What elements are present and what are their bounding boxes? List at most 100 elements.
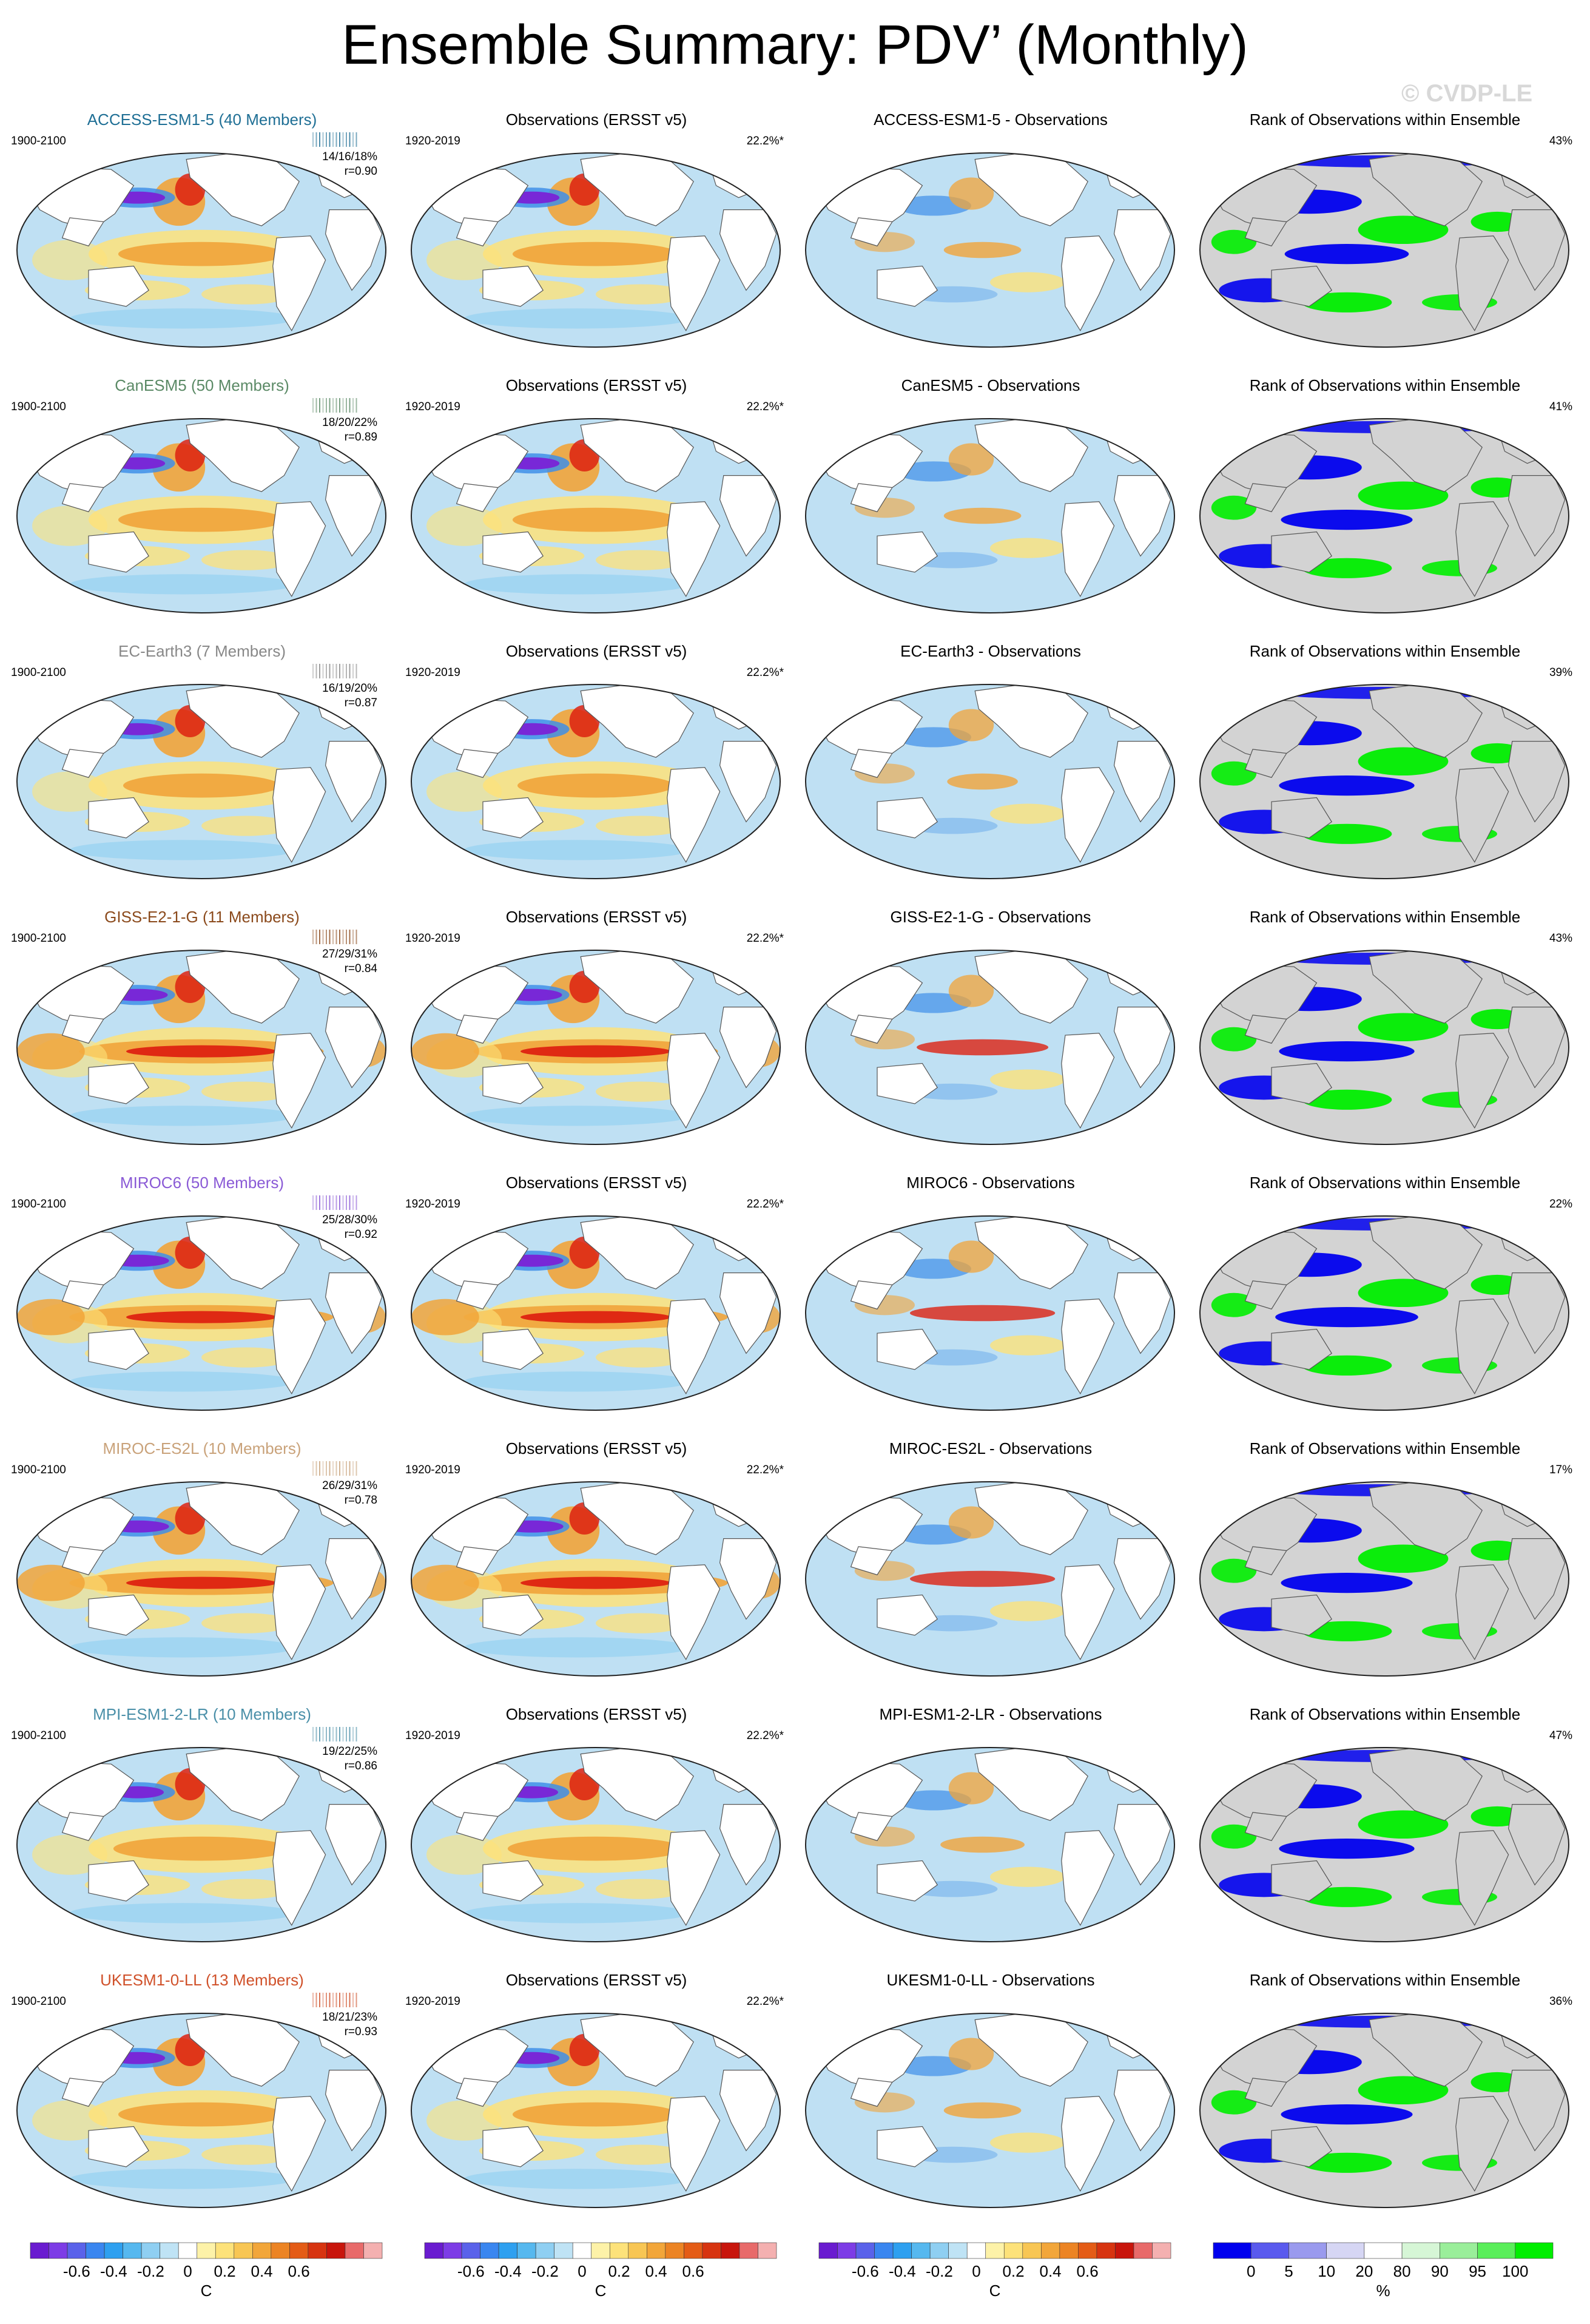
model-panel: EC-Earth3 (7 Members) 1900-2100 16/19/20% r…: [11, 642, 393, 903]
colorbar-tick-label: -0.6: [852, 2262, 879, 2280]
map-field: [411, 2013, 780, 2207]
continent: [667, 501, 721, 598]
diff-panel: MIROC-ES2L - Observations: [800, 1439, 1182, 1700]
map: [16, 1215, 386, 1411]
colorbar-swatch: [911, 2242, 931, 2259]
map-field: [1200, 1482, 1569, 1676]
correlation-label: r=0.86: [344, 1760, 377, 1772]
continent: [88, 1594, 150, 1636]
anomaly-neg: [464, 1371, 690, 1392]
map-border: [1199, 1481, 1569, 1677]
map: [16, 418, 386, 613]
colorbar-swatch: [985, 2242, 1005, 2259]
panel-title: Rank of Observations within Ensemble: [1249, 110, 1521, 129]
colorbar-swatch: [1477, 2242, 1516, 2259]
colorbar-swatch: [49, 2242, 68, 2259]
colorbar-tick-label: 90: [1431, 2262, 1449, 2280]
panel-title: Rank of Observations within Ensemble: [1249, 1971, 1521, 1989]
colorbar-tick-label: 80: [1393, 2262, 1411, 2280]
colorbar-swatch: [1326, 2242, 1365, 2259]
anomaly-pos: [990, 1866, 1065, 1887]
period-label: 1920-2019: [405, 135, 460, 147]
model-panel: GISS-E2-1-G (11 Members) 1900-2100 27/29/3…: [11, 908, 393, 1169]
model-panel: UKESM1-0-LL (13 Members) 1900-2100 18/21/2…: [11, 1971, 393, 2232]
continent: [456, 483, 499, 513]
anomaly-neg: [70, 308, 295, 329]
map-field: [411, 684, 780, 879]
rank-panel: Rank of Observations within Ensemble 22%: [1194, 1174, 1576, 1434]
continent: [1271, 1328, 1333, 1370]
map-field: [806, 419, 1174, 613]
temp-colorbar-obs: -0.6 -0.4 -0.2 0 0.2 0.4 0.6 C: [424, 2242, 777, 2300]
obs-panel: Observations (ERSST v5) 1920-2019 22.2%*: [405, 1705, 787, 1966]
colorbar-tick-label: 5: [1284, 2262, 1293, 2280]
map-border: [16, 152, 386, 348]
rank-high-region: [1358, 1013, 1449, 1042]
obs-pct-label: 22.2%*: [746, 666, 784, 679]
model-panel: MIROC6 (50 Members) 1900-2100 25/28/30% r=0…: [11, 1174, 393, 1434]
map-border: [805, 2013, 1175, 2208]
anomaly-pos: [596, 284, 686, 305]
map-field: [411, 950, 780, 1144]
anomaly-pos: [512, 507, 679, 532]
continent: [1455, 235, 1509, 332]
map-border: [411, 418, 781, 613]
colorbar-swatch: [1440, 2242, 1478, 2259]
watermark: © CVDP-LE: [1401, 80, 1533, 107]
obs-panel: Observations (ERSST v5) 1920-2019 22.2%*: [405, 1439, 787, 1700]
map: [805, 418, 1175, 613]
panel-title: Observations (ERSST v5): [505, 908, 687, 926]
obs-pct-label: 22.2%*: [746, 932, 784, 945]
anomaly-pos: [596, 816, 686, 836]
continent: [482, 1860, 544, 1902]
colorbar-swatch: [1364, 2242, 1403, 2259]
continent: [1455, 1033, 1509, 1129]
anomaly-pos: [948, 1240, 994, 1273]
rank-low-region: [1284, 244, 1409, 265]
continent: [456, 749, 499, 779]
colorbar-swatch: [665, 2242, 684, 2259]
anomaly-pos: [507, 1836, 684, 1861]
map-field: [17, 684, 386, 879]
panel-title: Rank of Observations within Ensemble: [1249, 1439, 1521, 1458]
rank-high-region: [1211, 495, 1257, 520]
colorbar-swatch: [1401, 2242, 1440, 2259]
map-border: [1199, 950, 1569, 1145]
continent: [1061, 1299, 1115, 1395]
continent: [667, 1033, 721, 1129]
anomaly-pos: [201, 1879, 292, 1899]
colorbar-swatch: [517, 2242, 536, 2259]
anomaly-pos: [909, 1570, 1056, 1587]
continent: [1455, 767, 1509, 863]
continent: [272, 1564, 326, 1661]
map-border: [411, 950, 781, 1145]
map-field: [411, 419, 780, 613]
rank-low-region: [1281, 1573, 1413, 1593]
continent: [877, 531, 938, 573]
map-border: [1199, 684, 1569, 879]
colorbar-tick-label: 0.6: [1077, 2262, 1099, 2280]
continent: [1455, 2096, 1509, 2192]
colorbar-swatch: [1213, 2242, 1251, 2259]
map-border: [1199, 152, 1569, 348]
continent: [877, 1062, 938, 1104]
map: [411, 1481, 781, 1677]
anomaly-pos: [118, 242, 285, 266]
anomaly-pos: [596, 1081, 686, 1102]
anomaly-pos: [948, 1772, 994, 1805]
colorbar-tick-label: 0.6: [682, 2262, 704, 2280]
continent: [482, 2126, 544, 2167]
anomaly-pos: [411, 1564, 479, 1601]
anomaly-pos: [411, 1033, 479, 1070]
map-border: [805, 418, 1175, 613]
obs-panel: Observations (ERSST v5) 1920-2019 22.2%*: [405, 642, 787, 903]
colorbar-tick-label: -0.4: [494, 2262, 522, 2280]
anomaly-pos: [948, 443, 994, 476]
obs-pct-label: 22.2%*: [746, 1464, 784, 1476]
map: [1199, 1215, 1569, 1411]
correlation-label: r=0.93: [344, 2025, 377, 2038]
map: [805, 684, 1175, 879]
map-field: [806, 684, 1174, 879]
rank-high-region: [1301, 2152, 1392, 2173]
